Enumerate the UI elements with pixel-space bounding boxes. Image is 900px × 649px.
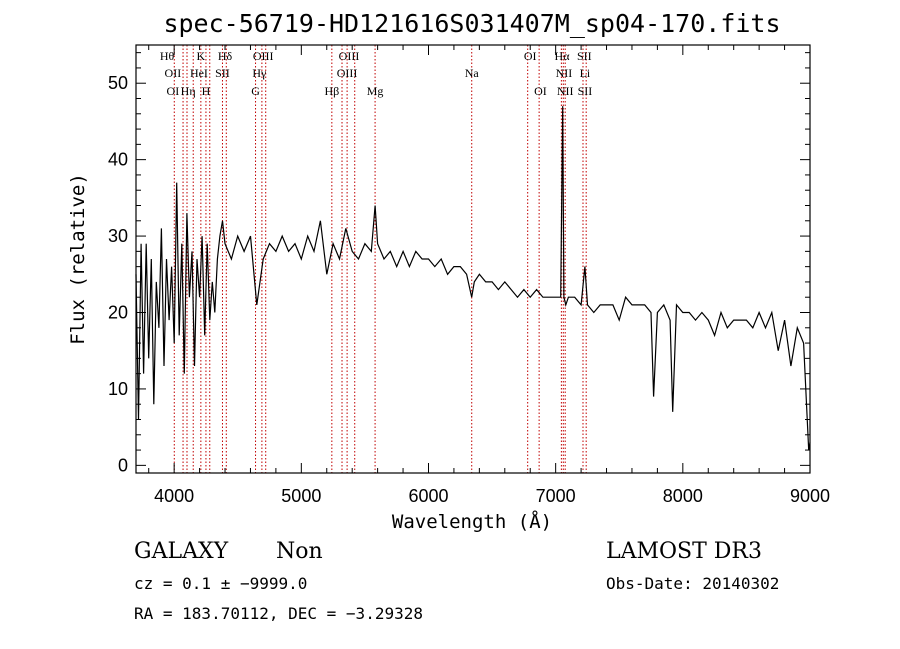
- spectral-line-label: OIII: [253, 49, 274, 63]
- spectral-line-label: SII: [577, 49, 592, 63]
- spectral-line-label: NII: [556, 66, 573, 80]
- spectral-line-label: Hη: [181, 84, 196, 98]
- chart-title: spec-56719-HD121616S031407M_sp04-170.fit…: [163, 9, 780, 38]
- spectral-line-label: SII: [578, 84, 593, 98]
- spectral-line-label: OIII: [339, 49, 360, 63]
- coordinates: RA = 183.70112, DEC = −3.29328: [134, 604, 423, 623]
- y-tick-label: 30: [108, 226, 128, 246]
- object-class: GALAXY: [134, 539, 229, 564]
- spectral-line-label: OI: [524, 49, 537, 63]
- plot-frame: [135, 44, 811, 474]
- y-tick-label: 20: [108, 303, 128, 323]
- spectral-line-label: K: [197, 49, 206, 63]
- obs-date: Obs-Date: 20140302: [606, 574, 779, 593]
- x-tick-label: 6000: [408, 486, 448, 506]
- x-tick-label: 8000: [663, 486, 703, 506]
- y-axis-label: Flux (relative): [67, 173, 89, 345]
- line-label-group: Hθ K Hδ OIII OIII OI Hα SII OII HeI SII Hγ OIII Na NII…: [160, 49, 592, 98]
- y-tick-label: 50: [108, 73, 128, 93]
- x-tick-label: 5000: [281, 486, 321, 506]
- y-tick-label: 40: [108, 150, 128, 170]
- x-tick-label: 7000: [536, 486, 576, 506]
- survey-name: LAMOST DR3: [606, 539, 762, 564]
- spectral-line-label: Hθ: [160, 49, 175, 63]
- spectral-line-label: SII: [215, 66, 230, 80]
- spectral-line-label: OI: [534, 84, 547, 98]
- x-axis-label: Wavelength (Å): [392, 510, 552, 533]
- spectral-line-label: OI: [167, 84, 180, 98]
- object-subclass: Non: [276, 539, 323, 564]
- spectral-line-label: G: [251, 84, 260, 98]
- spectral-line-label: Mg: [367, 84, 384, 98]
- redshift-readout: cz = 0.1 ± −9999.0: [134, 574, 307, 593]
- spectral-line-label: NII: [557, 84, 574, 98]
- x-tick-label: 4000: [154, 486, 194, 506]
- spectrum-line: [135, 106, 811, 451]
- spectral-line-label: H: [202, 84, 211, 98]
- spectral-line-label: Hα: [555, 49, 571, 63]
- spectral-line-label: Hδ: [218, 49, 233, 63]
- line-marker-group: [173, 45, 587, 473]
- spectral-line-label: Na: [465, 66, 480, 80]
- spectral-line-label: OII: [165, 66, 182, 80]
- spectral-line-label: Li: [580, 66, 591, 80]
- spectral-line-label: Hγ: [252, 66, 267, 80]
- spectral-line-label: Hβ: [324, 84, 339, 98]
- y-tick-label: 10: [108, 379, 128, 399]
- y-tick-label: 0: [118, 455, 128, 475]
- x-tick-label: 9000: [790, 486, 830, 506]
- y-axis-ticks: 0 10 20 30 40 50: [108, 52, 810, 475]
- x-axis-ticks: 4000 5000 6000 7000 8000 9000: [148, 45, 830, 506]
- spectral-line-label: OIII: [337, 66, 358, 80]
- spectral-line-label: HeI: [190, 66, 208, 80]
